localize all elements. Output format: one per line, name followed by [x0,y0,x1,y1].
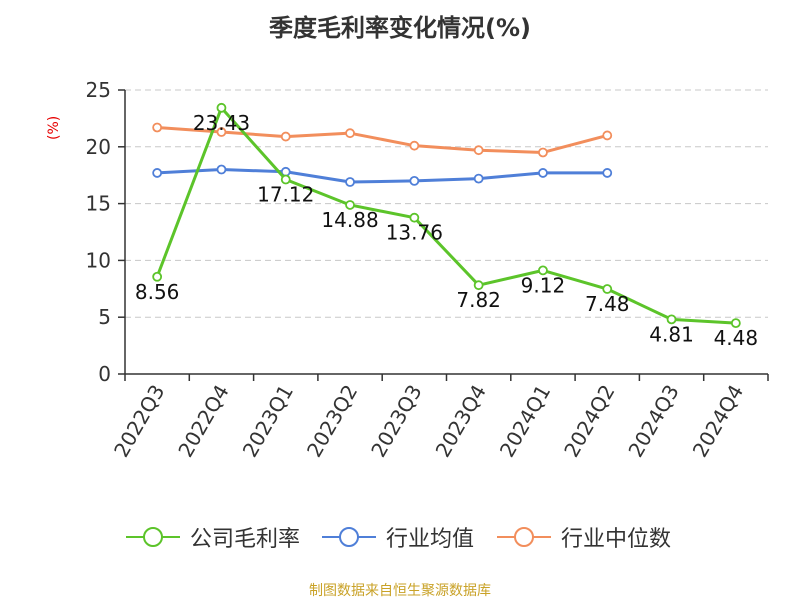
data-point[interactable] [152,122,163,133]
x-tick-label: 2024Q3 [623,381,683,462]
x-tick-label: 2024Q1 [495,381,555,462]
series-line [155,106,738,325]
legend-label-industry-median: 行业中位数 [561,527,672,552]
data-point[interactable] [602,130,613,141]
data-point[interactable] [345,200,355,210]
y-tick-label: 10 [86,248,111,272]
data-point[interactable] [216,127,227,137]
x-tick-label: 2022Q3 [109,381,169,462]
legend: 公司毛利率 行业均值 行业中位数 [0,522,800,552]
y-tick-label: 25 [86,78,111,102]
series-line [155,125,609,154]
data-point[interactable] [152,168,163,178]
data-point[interactable] [538,147,548,158]
y-tick-label: 15 [86,192,111,216]
data-label: 4.48 [714,326,759,350]
data-point[interactable] [473,280,484,291]
axes: 0 5 10 15 20 25 2022Q3 2022Q4 2023Q1 2023Q2 2023Q3… [86,78,769,462]
legend-item-industry-median[interactable]: 行业中位数 [495,522,671,552]
data-point[interactable] [216,102,227,113]
data-point[interactable] [602,284,613,294]
data-label: 9.12 [521,273,566,297]
source-note: 制图数据来自恒生聚源数据库 [309,583,491,599]
data-point[interactable] [473,173,484,184]
data-point[interactable] [666,314,677,325]
legend-item-industry-average[interactable]: 行业均值 [320,522,474,552]
data-labels: 8.56 23.43 17.12 14.88 13.76 7.82 9.12 7.48 4.81… [135,111,758,350]
data-label: 7.82 [456,288,501,312]
data-point[interactable] [409,175,420,186]
legend-item-company-gross-margin[interactable]: 公司毛利率 [124,522,300,552]
x-tick-label: 2024Q4 [688,381,748,462]
x-tick-label: 2024Q2 [559,381,619,462]
data-point[interactable] [538,168,548,178]
data-label: 4.81 [649,322,694,346]
data-label: 13.76 [386,221,443,245]
data-point[interactable] [409,140,420,151]
data-point[interactable] [216,164,227,175]
x-tick-label: 2023Q2 [302,381,362,462]
x-tick-label: 2023Q3 [366,381,426,462]
data-point[interactable] [345,128,355,139]
data-point[interactable] [280,131,291,142]
legend-marker-company-gross-margin [126,527,180,547]
chart-title: 季度毛利率变化情况(%) [269,14,531,42]
legend-marker-industry-average [322,527,376,547]
data-point[interactable] [730,318,741,329]
data-point[interactable] [280,174,291,185]
legend-marker-industry-median [497,527,551,547]
series-2 [152,122,613,158]
x-tick-label: 2023Q4 [431,381,491,462]
series-line [155,168,609,184]
legend-label-industry-average: 行业均值 [386,527,475,552]
x-tick-label: 2022Q4 [173,381,233,462]
data-point[interactable] [345,177,355,187]
data-label: 14.88 [321,208,378,232]
data-label: 7.48 [585,292,630,316]
data-point[interactable] [409,212,420,223]
data-point[interactable] [473,145,484,156]
data-point[interactable] [538,265,548,276]
data-label: 17.12 [257,183,314,207]
data-label: 23.43 [193,111,250,135]
legend-label-company-gross-margin: 公司毛利率 [190,527,301,552]
x-tick-label: 2023Q1 [238,381,298,462]
series-0 [152,102,741,329]
data-point[interactable] [152,271,163,282]
data-point[interactable] [602,168,613,178]
y-tick-label: 5 [98,305,111,329]
y-tick-label: 20 [86,135,111,159]
series-1 [152,164,613,187]
y-tick-label: 0 [98,362,111,386]
data-label: 8.56 [135,280,180,304]
